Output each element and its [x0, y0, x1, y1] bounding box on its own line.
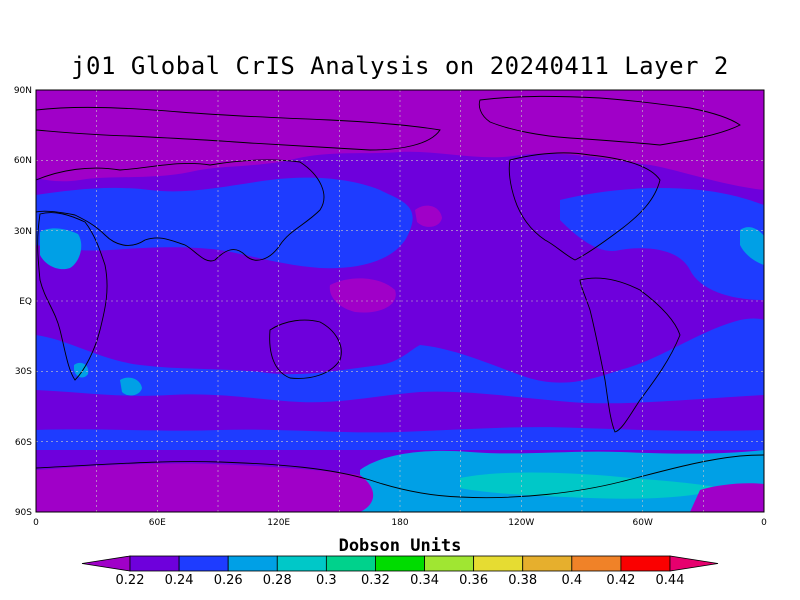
coastlines: [36, 95, 764, 499]
north-pacific-low-region: [415, 205, 442, 227]
antarctic-ocean-band-inner: [460, 472, 720, 499]
south-atlantic-patch: [120, 377, 142, 396]
lon-label: 60E: [149, 518, 166, 528]
lat-label: 90N: [14, 86, 32, 96]
plot-title: j01 Global CrIS Analysis on 20240411 Lay…: [71, 52, 729, 80]
map-frame: [35, 89, 765, 513]
lon-label: 0: [33, 518, 39, 528]
lat-label: EQ: [19, 297, 32, 307]
lat-label: 60N: [14, 156, 32, 166]
lon-axis: 0 60E 120E 180 120W 60W 0: [33, 518, 767, 528]
graticule: [36, 90, 764, 512]
atlantic-blue-band: [560, 188, 764, 300]
antarctica-low-region: [36, 463, 374, 512]
lat-axis: 90N 60N 30N EQ 30S 60S 90S: [14, 86, 32, 518]
north-africa-high-region: [40, 228, 82, 270]
lat-label: 60S: [15, 438, 32, 448]
lon-label: 180: [391, 518, 408, 528]
lon-label: 120W: [508, 518, 534, 528]
lat-label: 30N: [14, 227, 32, 237]
lat-label: 30S: [15, 367, 32, 377]
lon-label: 0: [761, 518, 767, 528]
antarctica-low-east: [690, 483, 764, 512]
tropical-pacific-low-region: [329, 278, 396, 313]
lon-label: 120E: [267, 518, 290, 528]
colorbar-title: Dobson Units: [338, 536, 462, 556]
lat-label: 90S: [15, 508, 32, 518]
lon-label: 60W: [633, 518, 653, 528]
atlantic-high-region: [740, 227, 764, 265]
